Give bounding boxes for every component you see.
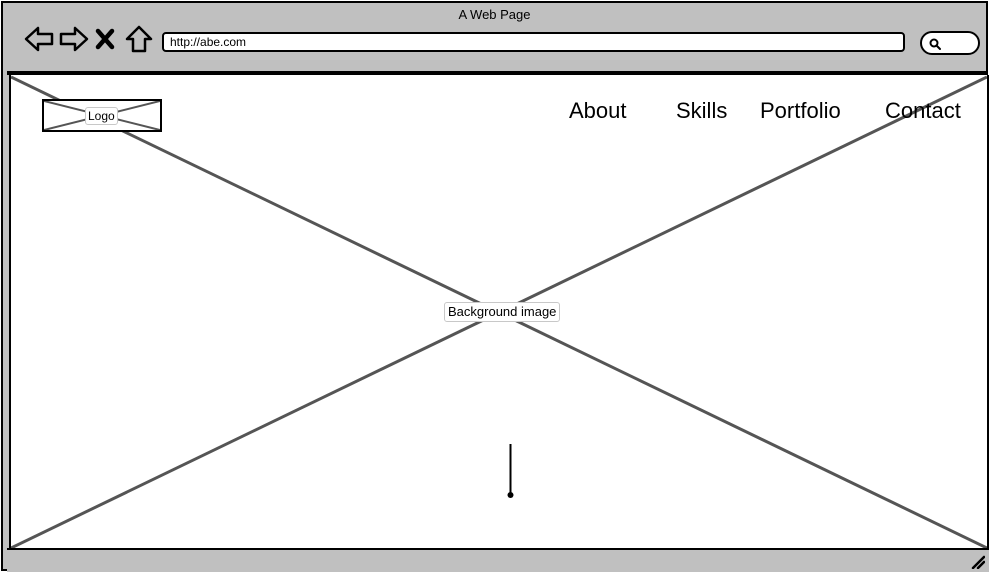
back-arrow-icon (24, 26, 54, 52)
forward-button[interactable] (58, 23, 90, 55)
close-icon (95, 28, 115, 50)
nav-link-about[interactable]: About (569, 98, 627, 123)
forward-arrow-icon (59, 26, 89, 52)
address-bar[interactable]: http://abe.com (162, 32, 905, 52)
window-title: A Web Page (458, 7, 531, 22)
status-bar (7, 548, 989, 572)
nav-link-contact[interactable]: Contact (885, 98, 961, 123)
home-button[interactable] (123, 23, 155, 55)
back-button[interactable] (23, 23, 55, 55)
logo-placeholder[interactable]: Logo (42, 99, 162, 132)
home-icon (125, 25, 153, 53)
page-content: Background image Logo About Skills Portf… (9, 75, 989, 550)
search-icon (929, 38, 941, 50)
toolbar-divider (7, 71, 986, 75)
stop-button[interactable] (93, 23, 117, 55)
nav-link-portfolio[interactable]: Portfolio (760, 98, 841, 123)
logo-label: Logo (85, 107, 118, 125)
nav-link-skills[interactable]: Skills (676, 98, 728, 123)
search-field[interactable] (920, 31, 980, 55)
background-image-label: Background image (444, 302, 561, 322)
scroll-down-indicator (507, 444, 514, 498)
resize-grip-icon[interactable] (969, 553, 985, 569)
